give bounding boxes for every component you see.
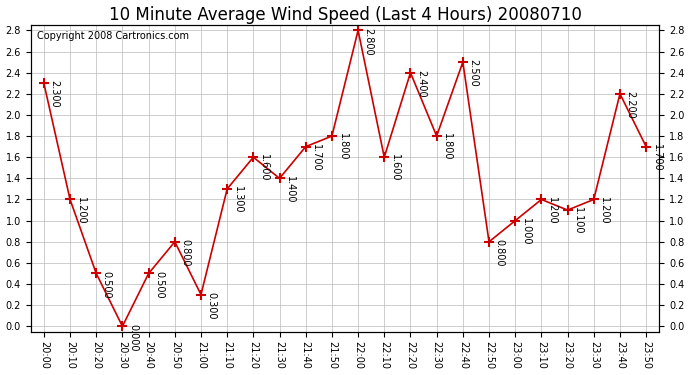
Text: Copyright 2008 Cartronics.com: Copyright 2008 Cartronics.com	[37, 31, 189, 41]
Text: 2.200: 2.200	[626, 91, 635, 119]
Text: 0.800: 0.800	[180, 239, 190, 267]
Text: 1.200: 1.200	[76, 197, 86, 224]
Text: 1.200: 1.200	[547, 197, 557, 224]
Text: 1.200: 1.200	[600, 197, 609, 224]
Text: 1.700: 1.700	[651, 144, 662, 171]
Text: 2.500: 2.500	[469, 59, 478, 87]
Text: 0.500: 0.500	[154, 271, 164, 298]
Text: 1.600: 1.600	[259, 154, 269, 182]
Text: 1.000: 1.000	[521, 218, 531, 245]
Text: 0.300: 0.300	[206, 292, 217, 320]
Text: 1.100: 1.100	[573, 207, 583, 235]
Text: 0.800: 0.800	[495, 239, 504, 267]
Text: 1.800: 1.800	[337, 133, 348, 161]
Text: 2.800: 2.800	[364, 28, 374, 55]
Text: 1.700: 1.700	[311, 144, 322, 171]
Text: 0.500: 0.500	[102, 271, 112, 298]
Text: 0.000: 0.000	[128, 324, 138, 351]
Text: 2.300: 2.300	[50, 81, 59, 108]
Text: 1.600: 1.600	[390, 154, 400, 182]
Title: 10 Minute Average Wind Speed (Last 4 Hours) 20080710: 10 Minute Average Wind Speed (Last 4 Hou…	[108, 6, 582, 24]
Text: 2.400: 2.400	[416, 70, 426, 98]
Text: 1.800: 1.800	[442, 133, 452, 161]
Text: 1.400: 1.400	[285, 176, 295, 203]
Text: 1.300: 1.300	[233, 186, 243, 214]
